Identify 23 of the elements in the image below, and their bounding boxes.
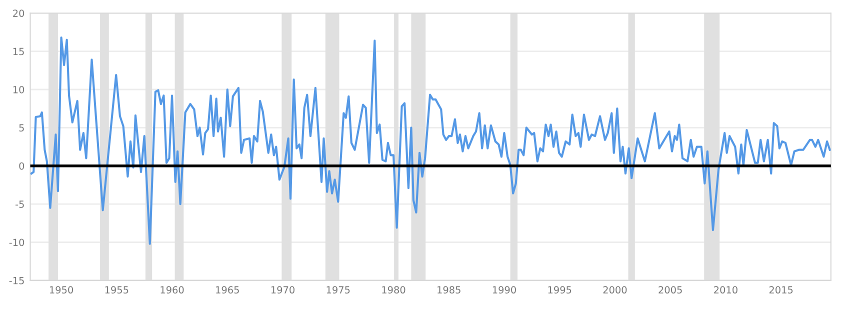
x-tick-label: 1955 <box>105 286 128 294</box>
y-tick-label: 20 <box>13 10 24 17</box>
y-tick-label: 15 <box>13 48 24 56</box>
x-tick-label: 1985 <box>438 286 460 294</box>
y-tick-label: 0 <box>19 162 24 170</box>
y-tick-label: -5 <box>16 200 24 208</box>
x-tick-label: 1950 <box>50 286 74 294</box>
y-tick-label: -10 <box>9 238 24 246</box>
x-tick-label: 1990 <box>492 286 516 294</box>
x-tick-label: 2000 <box>603 286 627 294</box>
x-tick-label: 1980 <box>382 286 406 294</box>
y-tick-label: 5 <box>19 124 24 132</box>
x-tick-label: 1970 <box>271 286 294 294</box>
x-tick-label: 2010 <box>714 286 738 294</box>
x-tick-label: 2015 <box>769 286 793 294</box>
x-tick-label: 1995 <box>548 286 572 294</box>
y-tick-label: -15 <box>9 277 24 284</box>
x-tick-label: 1975 <box>326 286 350 294</box>
line-series <box>30 36 831 245</box>
x-tick-label: 2005 <box>658 286 682 294</box>
x-tick-label: 1960 <box>160 286 184 294</box>
y-tick-label: 10 <box>13 86 24 94</box>
x-tick-label: 1965 <box>216 286 239 294</box>
